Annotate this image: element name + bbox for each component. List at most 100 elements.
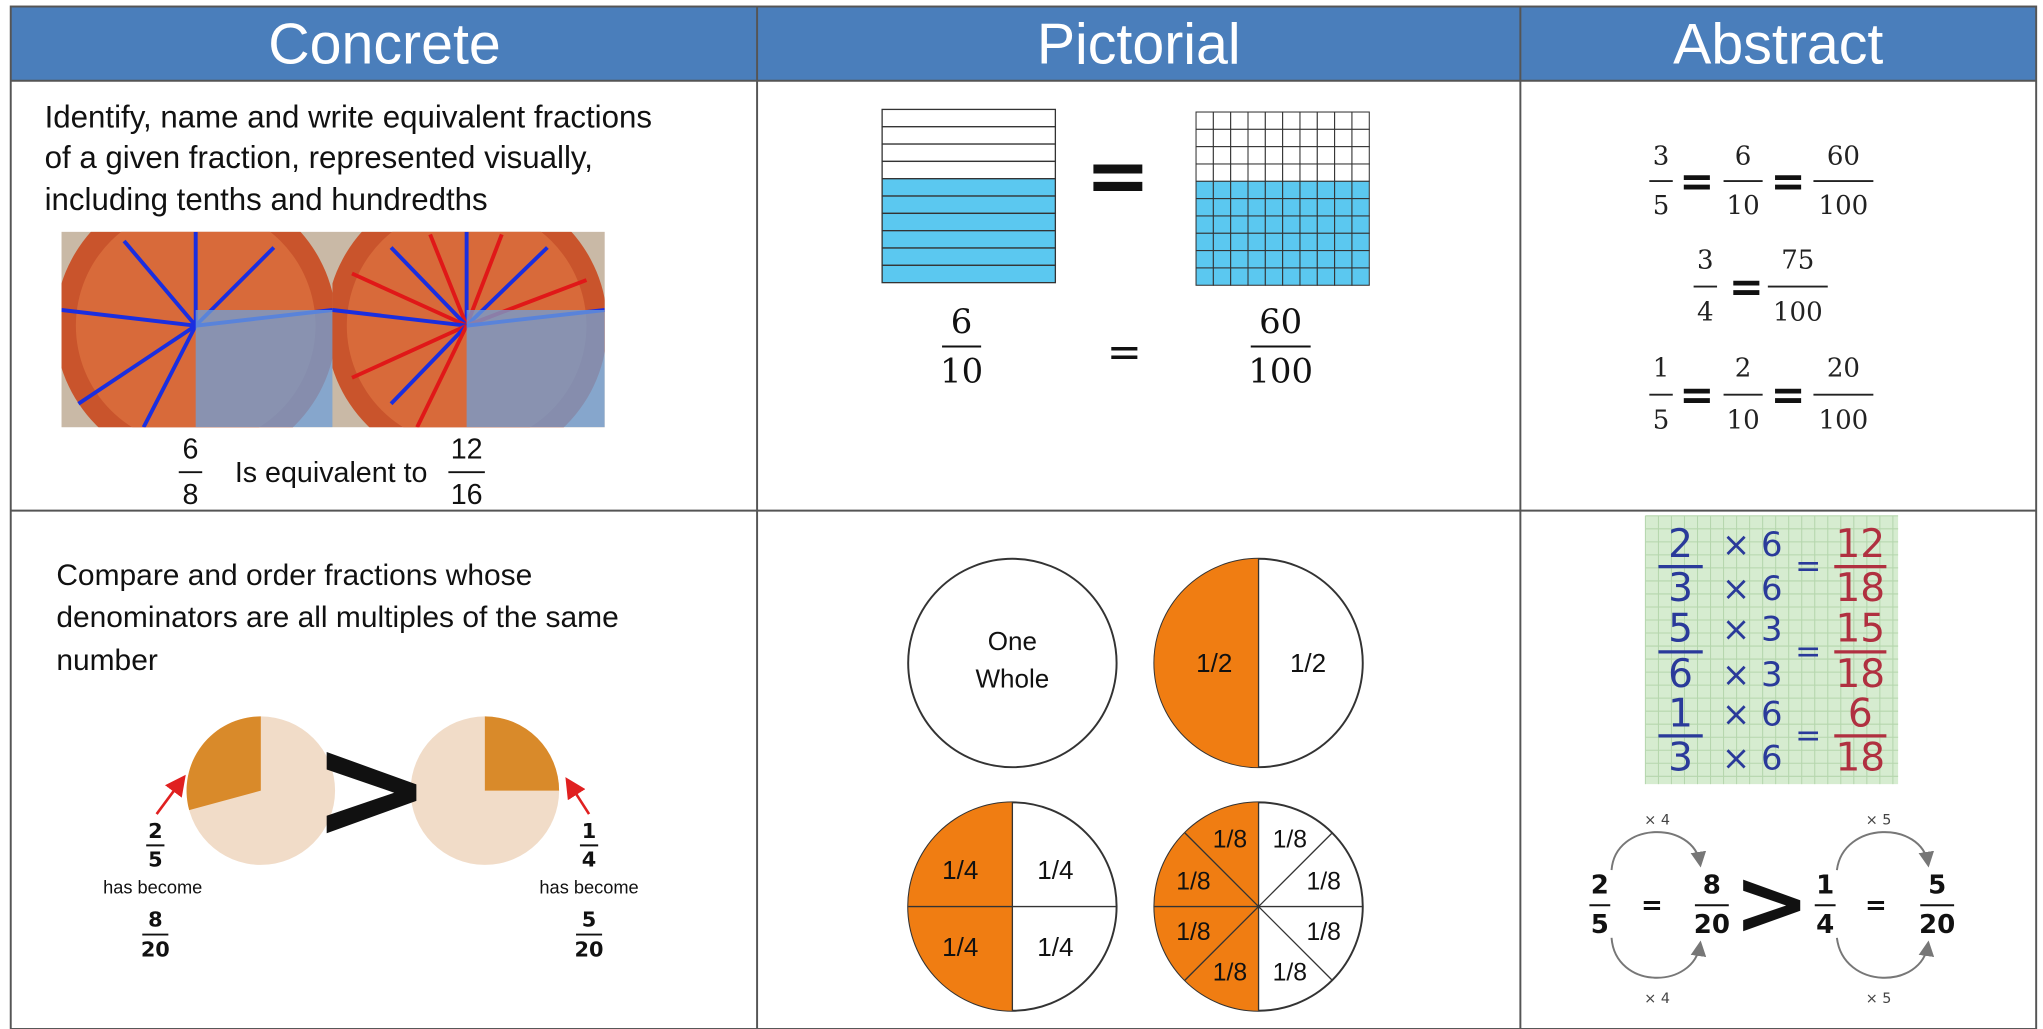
part-label: 1/4 bbox=[942, 932, 978, 962]
numerator: 15 bbox=[1835, 607, 1885, 652]
hundredth-cell bbox=[1247, 267, 1266, 286]
denominator: 4 bbox=[1816, 910, 1834, 940]
hundredth-cell bbox=[1212, 146, 1232, 165]
hundredth-cell bbox=[1282, 198, 1301, 217]
hundredth-cell bbox=[1230, 128, 1249, 148]
hundredth-cell bbox=[1264, 128, 1284, 148]
hundredth-cell bbox=[1247, 232, 1266, 252]
numerator: 75 bbox=[1781, 246, 1814, 276]
numerator: 20 bbox=[1827, 354, 1860, 384]
hundredth-cell bbox=[1334, 111, 1353, 130]
numerator: 60 bbox=[1259, 302, 1302, 341]
hundredth-cell bbox=[1212, 111, 1232, 130]
denominator: 3 bbox=[1668, 566, 1693, 611]
objective-text: number bbox=[56, 644, 158, 677]
numerator: 8 bbox=[1703, 871, 1721, 901]
multiplier: × 6 bbox=[1722, 569, 1783, 608]
hundredth-cell bbox=[1212, 250, 1232, 269]
hundredth-cell bbox=[1195, 250, 1214, 269]
numerator: 5 bbox=[582, 908, 597, 932]
hundredth-cell bbox=[1282, 180, 1301, 200]
denominator: 3 bbox=[1668, 736, 1693, 781]
circle-label: One bbox=[988, 626, 1037, 656]
column-header: Concrete bbox=[268, 12, 500, 76]
hundredth-cell bbox=[1351, 267, 1370, 286]
objective-text: Identify, name and write equivalent frac… bbox=[45, 100, 652, 135]
part-label: 1/8 bbox=[1176, 919, 1210, 946]
column-header: Abstract bbox=[1673, 12, 1883, 76]
hundredth-cell bbox=[1299, 215, 1318, 234]
equals-sign: = bbox=[1641, 890, 1663, 920]
numerator: 3 bbox=[1697, 246, 1714, 276]
denominator: 6 bbox=[1668, 652, 1693, 697]
hundredth-cell bbox=[1299, 163, 1318, 182]
multiplier: × 4 bbox=[1644, 813, 1670, 829]
pizza-icons bbox=[155, 716, 591, 865]
numerator: 6 bbox=[951, 302, 973, 341]
hundredth-cell bbox=[1264, 267, 1284, 286]
hundredth-cell bbox=[1299, 146, 1318, 165]
hundredth-cell bbox=[1195, 128, 1214, 148]
hundredth-cell bbox=[1351, 180, 1370, 200]
equals-sign: = bbox=[1729, 262, 1764, 311]
hundredth-cell bbox=[1264, 215, 1284, 234]
numerator: 1 bbox=[582, 819, 597, 843]
hundredth-cell bbox=[1264, 111, 1284, 130]
hundredth-cell bbox=[1351, 163, 1370, 182]
hundredth-cell bbox=[1351, 198, 1370, 217]
hundredth-cell bbox=[1212, 215, 1232, 234]
pizza-photo bbox=[61, 231, 605, 428]
part-label: 1/2 bbox=[1196, 648, 1232, 678]
hundredth-cell bbox=[1316, 180, 1336, 200]
denominator: 5 bbox=[1591, 910, 1609, 940]
hundredth-cell bbox=[1264, 232, 1284, 252]
numerator: 1 bbox=[1668, 691, 1693, 736]
hundredth-cell bbox=[1230, 232, 1249, 252]
hundredth-cell bbox=[1230, 267, 1249, 286]
numerator: 12 bbox=[451, 433, 483, 465]
denominator: 4 bbox=[582, 848, 597, 872]
greater-than: > bbox=[1734, 849, 1810, 956]
numerator: 1 bbox=[1816, 871, 1834, 901]
denominator: 16 bbox=[451, 479, 483, 511]
denominator: 100 bbox=[1773, 298, 1823, 328]
part-label: 1/8 bbox=[1306, 868, 1340, 895]
hundredth-cell bbox=[1230, 163, 1249, 182]
hundredth-cell bbox=[1351, 232, 1370, 252]
hundredth-cell bbox=[1299, 250, 1318, 269]
hundredth-cell bbox=[1282, 146, 1301, 165]
numerator: 5 bbox=[1928, 871, 1946, 901]
denominator: 20 bbox=[1694, 910, 1730, 940]
part-label: 1/8 bbox=[1273, 959, 1307, 986]
equals-sign: = bbox=[1771, 157, 1806, 206]
objective-text: Compare and order fractions whose bbox=[56, 559, 532, 592]
hundredth-cell bbox=[1316, 163, 1336, 182]
hundredth-cell bbox=[1351, 215, 1370, 234]
divider bbox=[1184, 832, 1333, 981]
hundredth-cell bbox=[1212, 232, 1232, 252]
hundredth-cell bbox=[1316, 215, 1336, 234]
numerator: 12 bbox=[1835, 522, 1885, 567]
hundredth-cell bbox=[1299, 111, 1318, 130]
hundredth-cell bbox=[1264, 146, 1284, 165]
hundredth-cell bbox=[1230, 215, 1249, 234]
hundredth-cell bbox=[1351, 111, 1370, 130]
numerator: 6 bbox=[1848, 691, 1873, 736]
hundredth-cell bbox=[1334, 180, 1353, 200]
equals-sign: = bbox=[1107, 327, 1142, 376]
hundredth-cell bbox=[1282, 163, 1301, 182]
hundredth-cell bbox=[1247, 180, 1266, 200]
hundredth-cell bbox=[1316, 146, 1336, 165]
hundredth-cell bbox=[1195, 215, 1214, 234]
denominator: 20 bbox=[1919, 910, 1955, 940]
fraction-models bbox=[881, 108, 1370, 1012]
circle-label: Whole bbox=[975, 664, 1049, 694]
table-grid bbox=[9, 5, 2038, 1029]
part-label: 1/8 bbox=[1273, 827, 1307, 854]
tenth-strip bbox=[881, 160, 1057, 180]
hundredth-cell bbox=[1316, 198, 1336, 217]
equals-sign: = bbox=[1679, 370, 1714, 419]
multiplier: × 4 bbox=[1644, 991, 1670, 1007]
denominator: 18 bbox=[1835, 652, 1885, 697]
hundredth-cell bbox=[1247, 215, 1266, 234]
